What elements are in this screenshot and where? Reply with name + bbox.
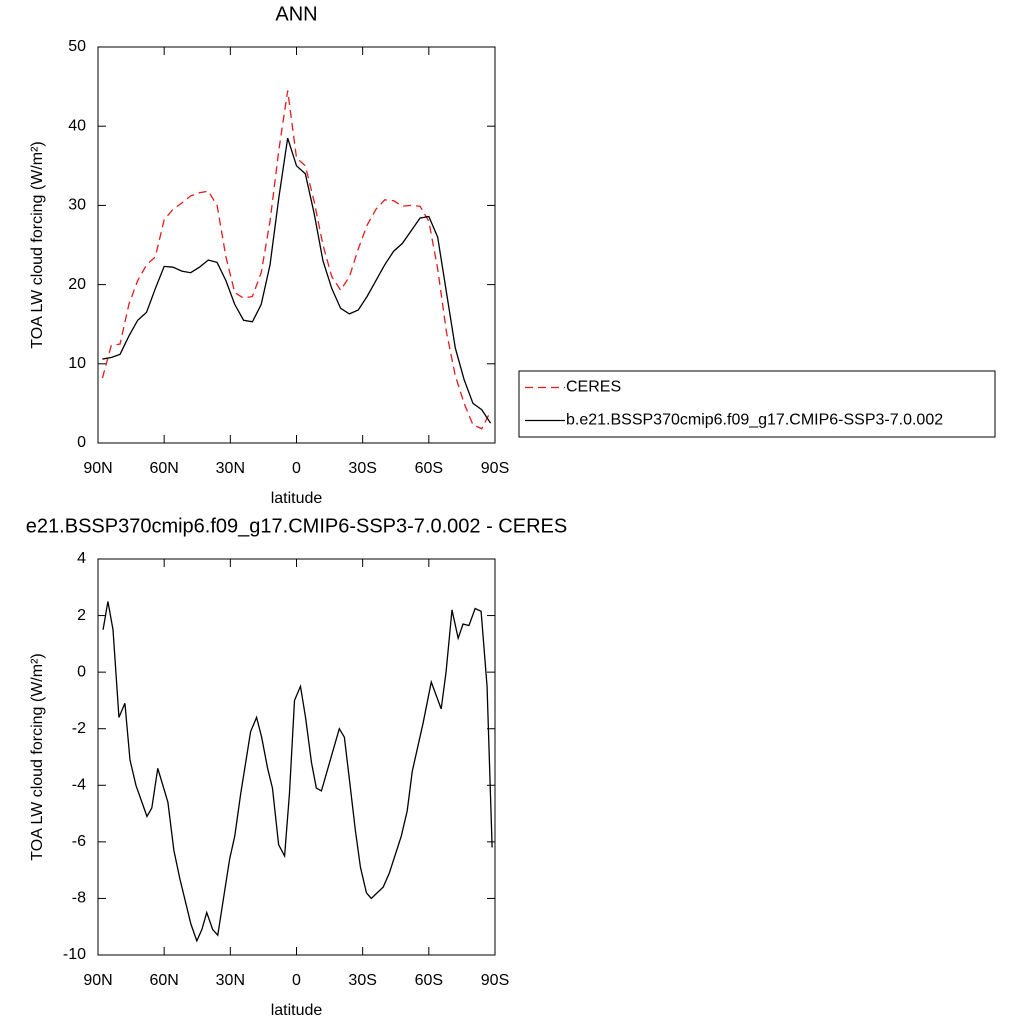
y-tick-label: 0 [77, 434, 86, 451]
y-tick-label: 30 [68, 197, 86, 214]
x-tick-label: 0 [292, 460, 301, 477]
x-tick-label: 90S [481, 972, 509, 989]
y-tick-label: 2 [77, 607, 86, 624]
y-axis-label: TOA LW cloud forcing (W/m²) [29, 653, 46, 860]
x-tick-label: 0 [292, 972, 301, 989]
x-axis-label: latitude [271, 1002, 323, 1019]
data-line [101, 90, 492, 430]
x-tick-label: 60S [415, 460, 443, 477]
y-tick-label: 4 [77, 550, 86, 567]
x-tick-label: 30S [348, 972, 376, 989]
y-tick-label: -8 [72, 890, 86, 907]
legend-label: b.e21.BSSP370cmip6.f09_g17.CMIP6-SSP3-7.… [566, 412, 943, 429]
x-tick-label: 60S [415, 972, 443, 989]
y-tick-label: 0 [77, 663, 86, 680]
y-tick-label: -4 [72, 777, 86, 794]
y-tick-label: -10 [63, 946, 86, 963]
x-tick-label: 30S [348, 460, 376, 477]
plot-frame [97, 558, 496, 956]
x-tick-label: 90N [83, 460, 112, 477]
x-tick-label: 90N [83, 972, 112, 989]
data-line [102, 137, 492, 424]
y-tick-label: -2 [72, 720, 86, 737]
y-axis-label: TOA LW cloud forcing (W/m²) [29, 141, 46, 348]
x-tick-label: 30N [216, 460, 245, 477]
chart-title: e21.BSSP370cmip6.f09_g17.CMIP6-SSP3-7.0.… [26, 515, 567, 537]
x-tick-label: 60N [149, 972, 178, 989]
y-tick-label: 10 [68, 355, 86, 372]
y-tick-label: 40 [68, 117, 86, 134]
legend-label: CERES [566, 379, 621, 396]
legend-box [518, 370, 996, 438]
y-tick-label: 50 [68, 38, 86, 55]
y-tick-label: -6 [72, 833, 86, 850]
x-axis-label: latitude [271, 490, 323, 507]
x-tick-label: 30N [216, 972, 245, 989]
x-tick-label: 90S [481, 460, 509, 477]
chart-title: ANN [275, 3, 317, 25]
data-line [102, 601, 493, 943]
x-tick-label: 60N [149, 460, 178, 477]
y-tick-label: 20 [68, 276, 86, 293]
